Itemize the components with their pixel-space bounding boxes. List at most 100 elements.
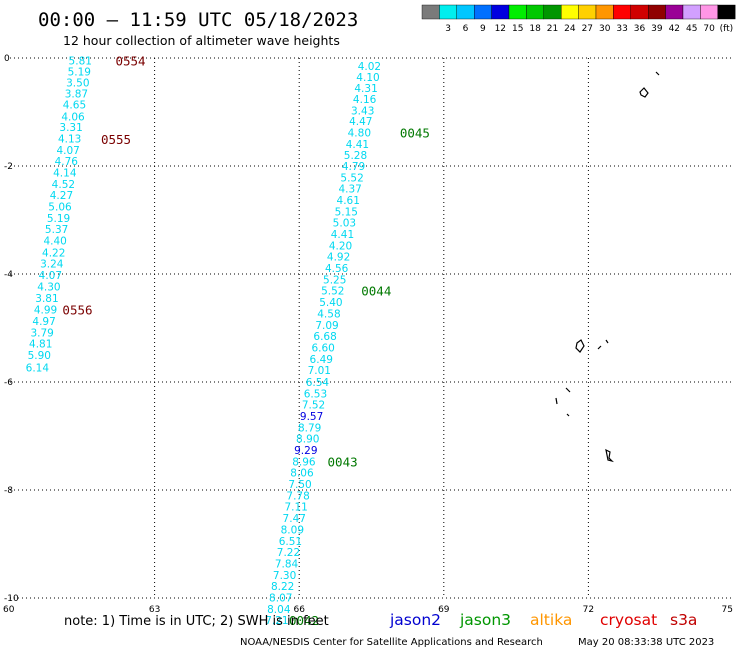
island-shape bbox=[639, 71, 660, 98]
wave-height-label: 6.54 bbox=[306, 377, 330, 389]
wave-height-label: 7.21 bbox=[265, 615, 288, 627]
legend-swatch bbox=[630, 4, 649, 20]
wave-height-label: 4.31 bbox=[354, 83, 377, 95]
legend-value-label: 21 bbox=[547, 24, 558, 34]
legend-swatch bbox=[508, 4, 527, 20]
wave-height-label: 4.80 bbox=[348, 128, 371, 140]
satellite-track: 4.024.104.314.163.434.474.804.415.284.79… bbox=[265, 61, 430, 628]
y-tick-label: -8 bbox=[4, 486, 13, 496]
y-tick-label: -6 bbox=[4, 378, 13, 388]
wave-height-label: 5.37 bbox=[45, 224, 68, 236]
y-tick-label: -2 bbox=[4, 162, 13, 172]
pass-time-label: 0556 bbox=[62, 303, 92, 318]
wave-height-label: 5.19 bbox=[68, 67, 91, 79]
x-tick-label: 63 bbox=[149, 605, 160, 615]
wave-height-label: 4.16 bbox=[353, 94, 377, 106]
wave-height-label: 4.02 bbox=[358, 61, 381, 73]
wave-height-label: 4.99 bbox=[34, 305, 57, 317]
wave-height-label: 8.06 bbox=[290, 468, 314, 480]
y-tick-label: 0 bbox=[4, 54, 10, 64]
wave-height-label: 6.53 bbox=[304, 388, 327, 400]
y-tick-label: -4 bbox=[4, 270, 13, 280]
wave-height-label: 7.84 bbox=[275, 558, 299, 570]
legend-value-label: 15 bbox=[512, 24, 523, 34]
wave-height-label: 4.41 bbox=[331, 229, 354, 241]
legend-swatch bbox=[561, 4, 579, 20]
legend-value-label: 27 bbox=[582, 24, 593, 34]
legend-swatch bbox=[648, 4, 666, 20]
wave-height-label: 8.07 bbox=[269, 592, 292, 604]
satellite-name-s3a: s3a bbox=[670, 611, 697, 629]
pass-time-label: 0555 bbox=[101, 132, 131, 147]
axis-tick-labels: 60 63 66 69 72 75 0 -2 -4 -6 -8 -10 bbox=[3, 54, 733, 615]
wave-height-label: 3.31 bbox=[59, 122, 82, 134]
wave-height-label: 3.81 bbox=[35, 293, 58, 305]
chart-subtitle: 12 hour collection of altimeter wave hei… bbox=[63, 33, 340, 48]
x-tick-label: 60 bbox=[3, 605, 15, 615]
x-tick-label: 75 bbox=[722, 605, 733, 615]
wave-height-label: 3.87 bbox=[65, 89, 88, 101]
pass-time-label: 0045 bbox=[400, 126, 430, 141]
wave-height-label: 4.06 bbox=[61, 111, 85, 123]
legend-value-label: 24 bbox=[564, 24, 576, 34]
wave-height-label: 6.60 bbox=[311, 342, 334, 354]
legend-swatch bbox=[456, 4, 475, 20]
legend-unit-label: (ft) bbox=[720, 24, 734, 34]
legend-swatch bbox=[491, 4, 510, 20]
wave-height-label: 7.22 bbox=[277, 547, 300, 559]
wave-height-label: 4.97 bbox=[32, 316, 55, 328]
wave-height-label: 5.81 bbox=[69, 56, 92, 68]
wave-height-label: 4.47 bbox=[349, 116, 372, 128]
wave-height-label: 5.06 bbox=[48, 202, 72, 214]
wave-height-label: 9.29 bbox=[294, 445, 317, 457]
satellite-name-cryosat: cryosat bbox=[600, 611, 657, 629]
legend-value-label: 30 bbox=[599, 24, 611, 34]
wave-height-label: 4.58 bbox=[317, 308, 340, 320]
legend-swatch bbox=[439, 4, 457, 20]
legend-swatch bbox=[665, 4, 684, 20]
legend-swatch bbox=[474, 4, 492, 20]
pass-time-label: 0042 bbox=[289, 613, 319, 628]
legend-swatch bbox=[543, 4, 562, 20]
footer-timestamp: May 20 08:33:38 UTC 2023 bbox=[578, 637, 714, 648]
wave-height-label: 8.04 bbox=[267, 604, 291, 616]
wave-height-label: 4.07 bbox=[56, 145, 79, 157]
wave-height-label: 6.68 bbox=[313, 331, 336, 343]
wave-height-label: 5.03 bbox=[333, 218, 356, 230]
pass-time-label: 0043 bbox=[328, 454, 358, 469]
wave-height-label: 4.37 bbox=[338, 184, 361, 196]
wave-height-label: 3.79 bbox=[30, 327, 53, 339]
chart-title: 00:00 – 11:59 UTC 05/18/2023 bbox=[38, 9, 358, 31]
wave-height-label: 7.78 bbox=[286, 490, 309, 502]
wave-height-label: 4.81 bbox=[29, 339, 52, 351]
legend-value-label: 33 bbox=[616, 24, 627, 34]
pass-time-label: 0044 bbox=[361, 284, 391, 299]
wave-height-label: 8.96 bbox=[292, 456, 316, 468]
wave-height-label: 6.49 bbox=[310, 354, 333, 366]
wave-height-label: 5.25 bbox=[323, 274, 346, 286]
wave-height-label: 7.50 bbox=[288, 479, 311, 491]
wave-height-label: 6.51 bbox=[279, 536, 302, 548]
wave-height-label: 5.90 bbox=[28, 350, 51, 362]
wave-height-label: 3.50 bbox=[66, 77, 89, 89]
coastline bbox=[555, 71, 660, 463]
wave-height-label: 7.09 bbox=[315, 320, 338, 332]
satellite-track: 5.815.193.503.874.654.063.314.134.074.76… bbox=[26, 54, 146, 375]
wave-height-label: 4.14 bbox=[53, 167, 77, 179]
wave-height-label: 5.15 bbox=[335, 206, 358, 218]
legend-swatch bbox=[526, 4, 545, 20]
legend-swatch bbox=[682, 4, 701, 20]
legend-value-label: 9 bbox=[480, 24, 486, 34]
legend-value-label: 42 bbox=[669, 24, 680, 34]
satellite-name-jason3: jason3 bbox=[459, 611, 511, 629]
x-tick-label: 72 bbox=[583, 605, 594, 615]
wave-height-label: 9.57 bbox=[300, 411, 323, 423]
wave-height-label: 7.11 bbox=[284, 502, 307, 514]
wave-height-label: 5.40 bbox=[319, 297, 342, 309]
wave-height-label: 8.22 bbox=[271, 581, 294, 593]
wave-height-label: 3.43 bbox=[351, 105, 374, 117]
legend-value-label: 6 bbox=[463, 24, 469, 34]
wave-height-label: 4.65 bbox=[63, 99, 86, 111]
wave-height-label: 4.76 bbox=[55, 156, 79, 168]
